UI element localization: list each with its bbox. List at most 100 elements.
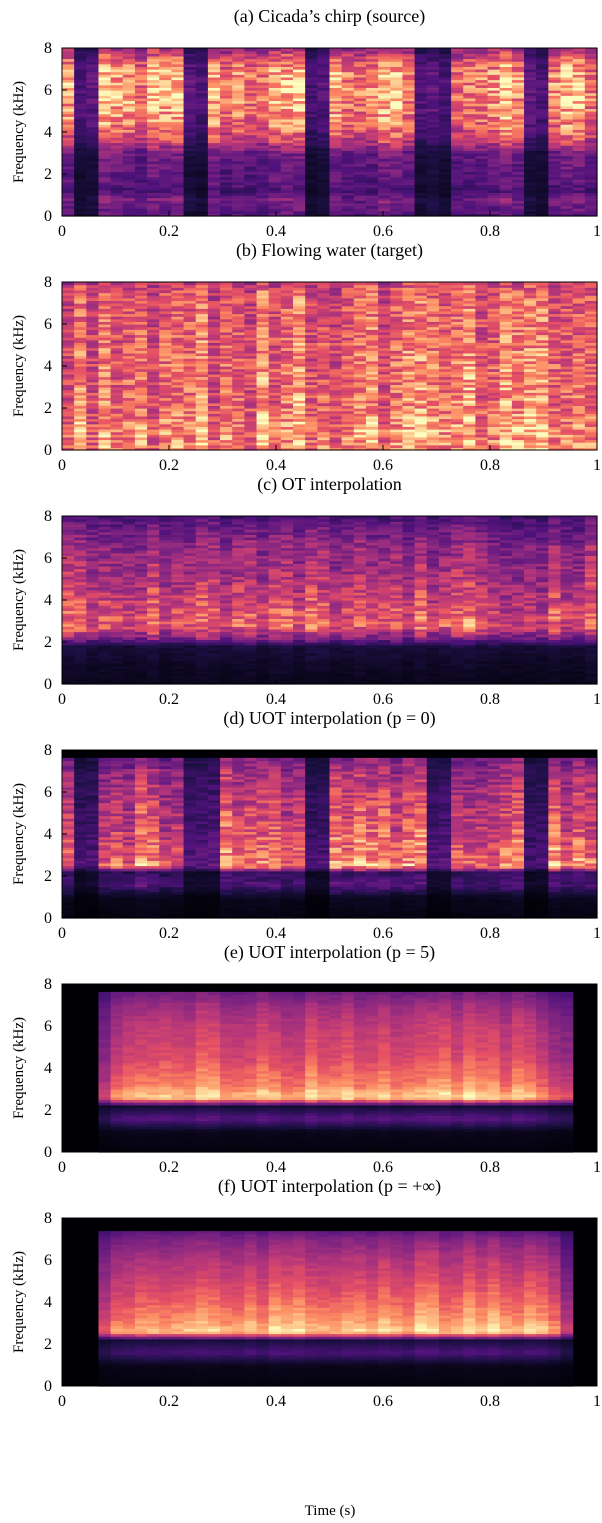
heatmap-cell bbox=[426, 105, 440, 109]
heatmap-cell bbox=[353, 111, 367, 115]
heatmap-cell bbox=[293, 139, 306, 144]
heatmap-cell bbox=[98, 113, 112, 117]
heatmap-cell bbox=[329, 95, 343, 99]
heatmap-cell bbox=[98, 166, 112, 170]
heatmap-cell bbox=[293, 50, 306, 54]
heatmap-cell bbox=[329, 137, 343, 141]
heatmap-cell bbox=[390, 210, 404, 214]
heatmap-cell bbox=[256, 126, 270, 130]
heatmap-cell bbox=[232, 87, 245, 91]
heatmap-cell bbox=[220, 189, 233, 193]
heatmap-cell bbox=[353, 147, 367, 151]
heatmap-cell bbox=[268, 50, 282, 54]
heatmap-cell bbox=[499, 69, 513, 73]
heatmap-cell bbox=[134, 139, 148, 144]
heatmap-cell bbox=[365, 137, 379, 141]
heatmap-cell bbox=[451, 132, 464, 136]
heatmap-cell bbox=[122, 150, 136, 154]
heatmap-cell bbox=[147, 111, 160, 115]
heatmap-cell bbox=[280, 195, 294, 199]
heatmap-cell bbox=[195, 53, 209, 57]
heatmap-cell bbox=[134, 71, 148, 75]
heatmap-cell bbox=[183, 105, 197, 109]
heatmap-cell bbox=[463, 111, 477, 115]
heatmap-cell bbox=[232, 121, 245, 125]
heatmap-cell bbox=[134, 53, 148, 57]
heatmap-cell bbox=[86, 189, 100, 193]
heatmap-cell bbox=[451, 137, 464, 141]
heatmap-cell bbox=[122, 171, 136, 175]
heatmap-cell bbox=[220, 92, 233, 96]
heatmap-cell bbox=[390, 53, 404, 57]
heatmap-cell bbox=[159, 181, 173, 186]
heatmap-cell bbox=[511, 153, 525, 157]
heatmap-cell bbox=[159, 55, 173, 60]
heatmap-cell bbox=[171, 124, 185, 128]
heatmap-cell bbox=[499, 63, 513, 67]
heatmap-cell bbox=[426, 90, 440, 94]
heatmap-cell bbox=[122, 126, 136, 130]
heatmap-cell bbox=[475, 147, 489, 151]
heatmap-cell bbox=[365, 103, 379, 107]
heatmap-cell bbox=[378, 124, 391, 128]
heatmap-cell bbox=[499, 163, 513, 167]
heatmap-cell bbox=[86, 197, 100, 201]
heatmap-cell bbox=[487, 90, 501, 94]
heatmap-cell bbox=[183, 208, 197, 212]
heatmap-cell bbox=[74, 168, 87, 172]
heatmap-cell bbox=[110, 48, 124, 52]
heatmap-cell bbox=[195, 69, 209, 73]
heatmap-cell bbox=[220, 174, 233, 178]
heatmap-cell bbox=[232, 205, 245, 209]
heatmap-cell bbox=[378, 166, 391, 170]
heatmap-cell bbox=[74, 124, 87, 128]
heatmap-cell bbox=[220, 139, 233, 144]
heatmap-cell bbox=[499, 147, 513, 151]
heatmap-cell bbox=[390, 184, 404, 188]
heatmap-cell bbox=[426, 197, 440, 201]
heatmap-cell bbox=[256, 163, 270, 167]
heatmap-cell bbox=[390, 97, 404, 102]
heatmap-cell bbox=[220, 210, 233, 214]
heatmap-cell bbox=[487, 124, 501, 128]
heatmap-cell bbox=[62, 213, 75, 217]
heatmap-cell bbox=[62, 150, 75, 154]
heatmap-cell bbox=[353, 92, 367, 96]
heatmap-cell bbox=[98, 187, 112, 191]
heatmap-cell bbox=[511, 84, 525, 88]
heatmap-cell bbox=[159, 174, 173, 178]
heatmap-cell bbox=[98, 155, 112, 159]
heatmap-cell bbox=[147, 82, 160, 86]
heatmap-cell bbox=[451, 63, 464, 67]
heatmap-cell bbox=[207, 118, 221, 123]
heatmap-cell bbox=[426, 155, 440, 159]
heatmap-cell bbox=[463, 145, 477, 149]
heatmap-cell bbox=[195, 79, 209, 83]
heatmap-cell bbox=[353, 137, 367, 141]
heatmap-cell bbox=[98, 137, 112, 141]
heatmap-cell bbox=[499, 145, 513, 149]
heatmap-cell bbox=[110, 142, 124, 146]
heatmap-cell bbox=[487, 179, 501, 183]
heatmap-cell bbox=[305, 66, 318, 70]
heatmap-cell bbox=[293, 189, 306, 193]
heatmap-cell bbox=[74, 174, 87, 178]
heatmap-cell bbox=[74, 58, 87, 62]
heatmap-cell bbox=[451, 55, 464, 60]
heatmap-cell bbox=[390, 76, 404, 81]
heatmap-cell bbox=[110, 147, 124, 151]
heatmap-cell bbox=[244, 189, 258, 193]
heatmap-cell bbox=[268, 132, 282, 136]
heatmap-cell bbox=[147, 160, 160, 165]
heatmap-cell bbox=[353, 168, 367, 172]
heatmap-cell bbox=[268, 197, 282, 201]
heatmap-cell bbox=[98, 92, 112, 96]
heatmap-cell bbox=[475, 100, 489, 104]
heatmap-cell bbox=[305, 158, 318, 162]
heatmap-cell bbox=[511, 205, 525, 209]
heatmap-cell bbox=[426, 174, 440, 178]
heatmap-cell bbox=[195, 137, 209, 141]
heatmap-cells bbox=[62, 48, 598, 217]
heatmap-cell bbox=[62, 142, 75, 146]
heatmap-cell bbox=[98, 116, 112, 120]
